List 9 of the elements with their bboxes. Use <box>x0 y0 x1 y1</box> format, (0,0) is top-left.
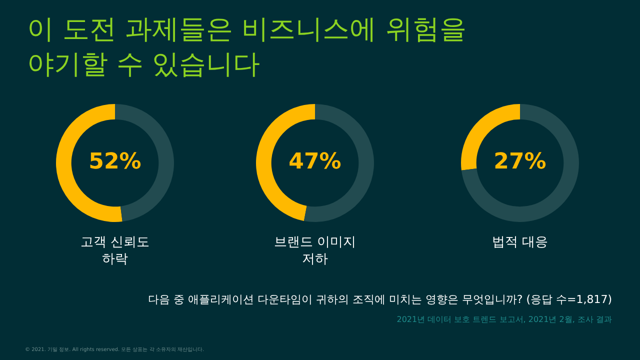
text: 브랜드 이미지 저하 <box>272 234 358 268</box>
text: 고객 신뢰도 하락 <box>79 234 151 268</box>
text: 법적 대응 <box>490 234 550 251</box>
data-label: 47% <box>288 150 342 175</box>
text: 다음 중 애플리케이션 다운타임이 귀하의 조직에 미치는 영향은 무엇입니까? (응답 수=1,817) <box>148 292 612 307</box>
data-label: 27% <box>494 150 546 175</box>
text: 이 도전 과제들은 비즈니스에 위험을 야기할 수 있습니다 <box>27 13 468 82</box>
data-label: 52% <box>88 150 142 175</box>
text: 2021년 데이터 보호 트렌드 보고서, 2021년 2월, 조사 결과 <box>396 314 612 325</box>
